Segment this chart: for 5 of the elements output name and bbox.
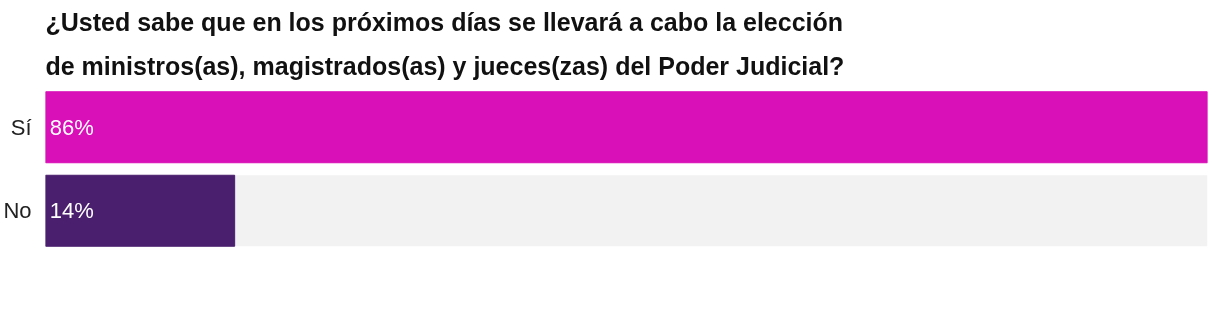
data-label: 86% bbox=[49, 114, 94, 140]
data-label: 14% bbox=[49, 198, 94, 224]
y-tick-label: No bbox=[3, 198, 32, 224]
y-tick-label: Sí bbox=[10, 114, 32, 140]
chart-title: ¿Usted sabe que en los próximos días se llevará a cabo la elección de ministros(as), magistrados(as) y jueces(zas) del Poder Judicial? bbox=[45, 7, 845, 81]
